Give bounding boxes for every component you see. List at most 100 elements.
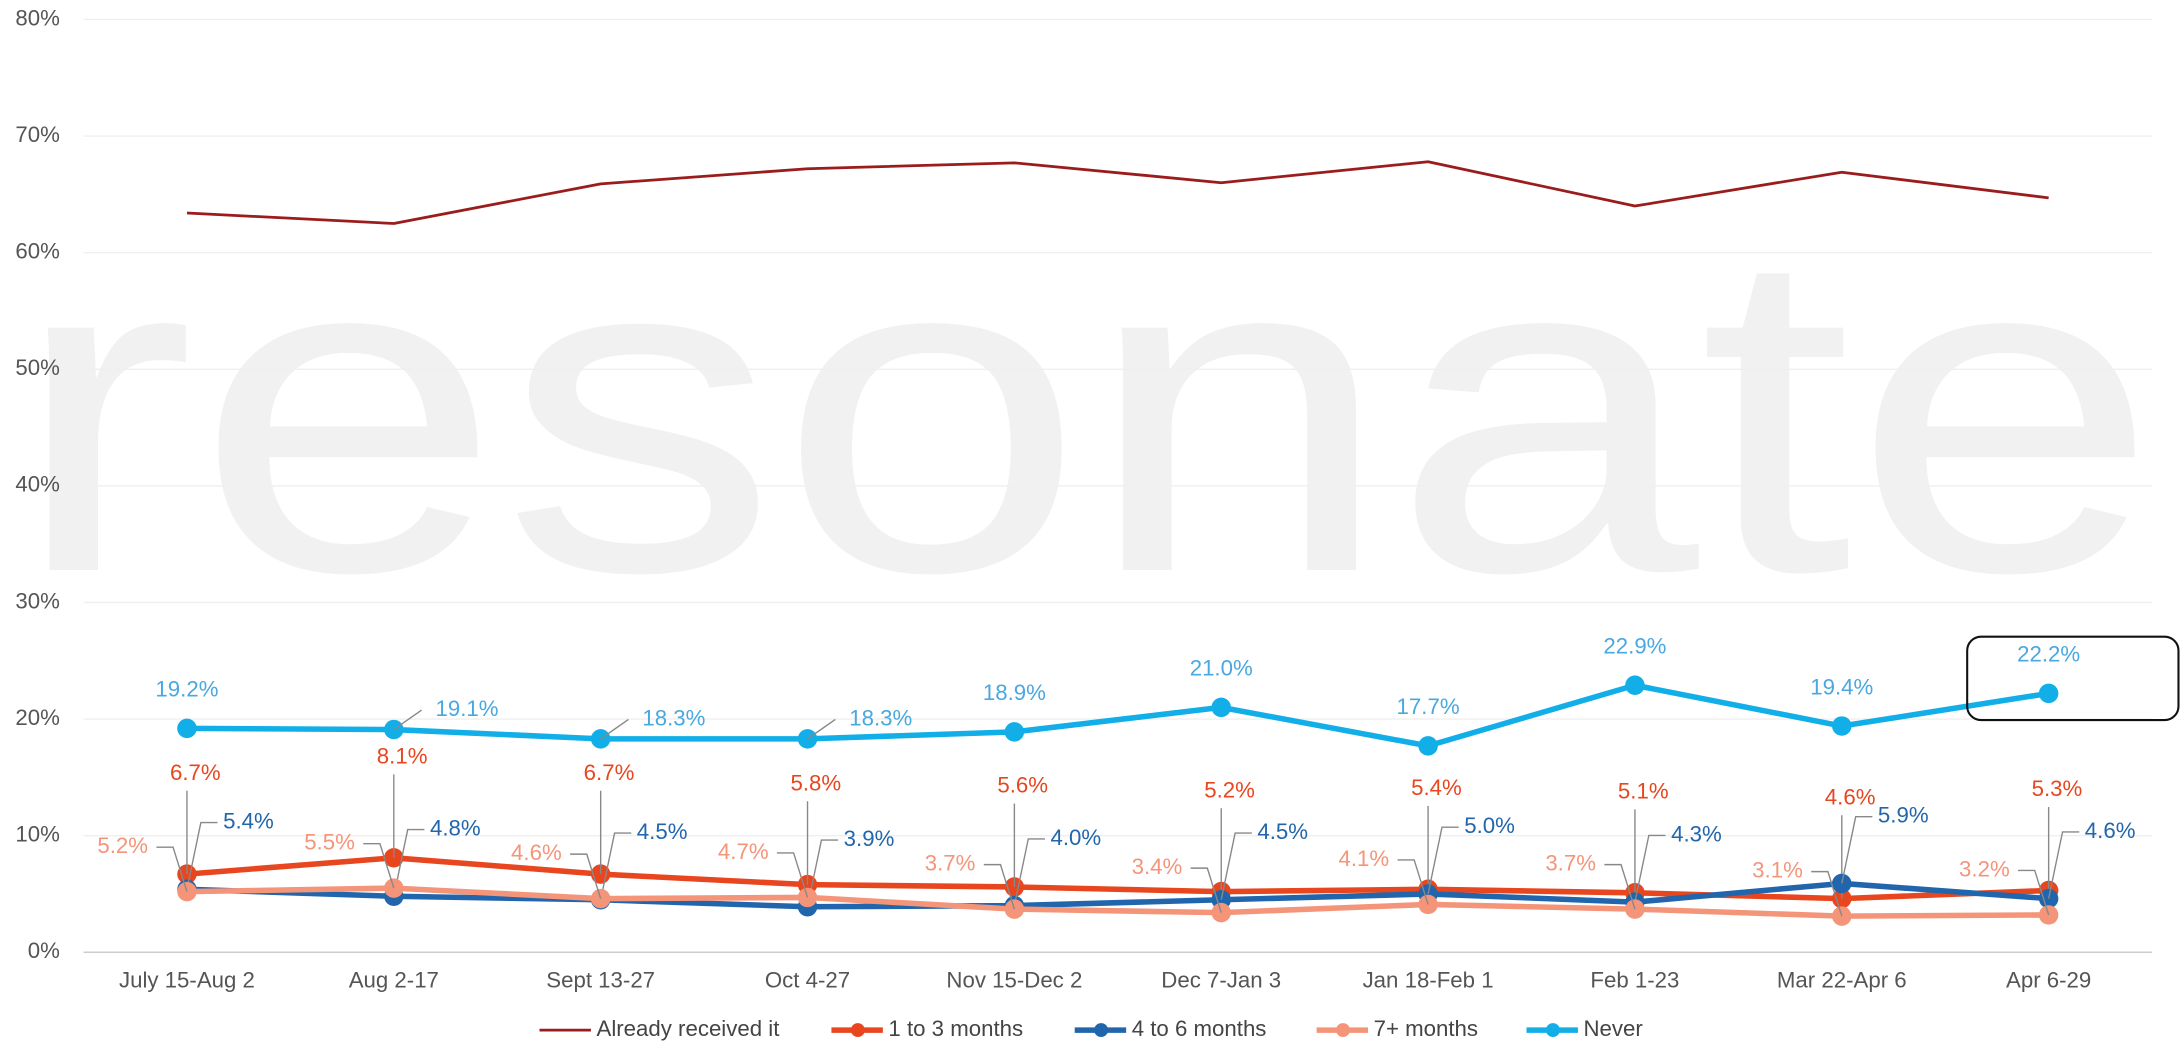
legend-marker [850, 1023, 865, 1038]
value-label: 4.7% [718, 839, 769, 864]
x-tick-label: Dec 7-Jan 3 [1161, 967, 1281, 992]
point [1832, 716, 1852, 736]
leader-line [600, 718, 629, 740]
leader-line [363, 842, 395, 889]
leader-line [570, 853, 602, 899]
value-label: 19.2% [155, 677, 218, 702]
x-tick-label: Apr 6-29 [2006, 967, 2091, 992]
leader-line [186, 821, 218, 890]
value-label: 3.7% [1545, 850, 1596, 875]
y-tick-label: 0% [28, 938, 60, 963]
value-label: 21.0% [1190, 656, 1253, 681]
value-label: 22.9% [1603, 634, 1666, 659]
x-tick-label: Aug 2-17 [349, 967, 439, 992]
highlight-box [1966, 635, 2180, 722]
value-label: 5.3% [2032, 776, 2083, 801]
leader-line [1397, 859, 1429, 905]
legend-marker [1336, 1023, 1350, 1038]
value-label: 5.5% [304, 830, 355, 855]
leader-line [1811, 870, 1843, 917]
watermark: resonate [11, 156, 2159, 668]
value-label: 22.2% [2017, 642, 2080, 667]
y-tick-label: 30% [15, 588, 60, 613]
value-label: 6.7% [584, 760, 635, 785]
legend-label: 7+ months [1374, 1016, 1478, 1041]
value-label: 4.3% [1671, 821, 1722, 846]
value-label: 4.5% [1257, 819, 1308, 844]
value-label: 5.4% [1411, 775, 1462, 800]
series-line [186, 855, 2049, 902]
value-label: 5.2% [1204, 777, 1255, 802]
x-tick-label: Mar 22-Apr 6 [1777, 967, 1907, 992]
x-tick-label: July 15-Aug 2 [119, 967, 255, 992]
value-label: 17.7% [1397, 694, 1460, 719]
series-line [186, 880, 2049, 910]
leader-line [1013, 838, 1045, 906]
value-label: 4.5% [637, 819, 688, 844]
leader-line [776, 852, 809, 898]
x-tick-label: Nov 15-Dec 2 [946, 967, 1082, 992]
value-label: 5.9% [1878, 803, 1929, 828]
value-label: 18.3% [642, 705, 705, 730]
leader-line [1841, 816, 1873, 884]
value-label: 4.6% [2085, 818, 2136, 843]
leader-line [806, 839, 839, 907]
value-label: 8.1% [377, 744, 428, 769]
value-label: 6.7% [170, 760, 221, 785]
series-line [186, 160, 2049, 225]
leader-line [1190, 867, 1222, 913]
value-label: 18.3% [849, 705, 912, 730]
leader-line [2047, 831, 2080, 899]
series-line [186, 682, 2050, 749]
value-label: 4.6% [511, 840, 562, 865]
value-label: 3.4% [1132, 854, 1183, 879]
leader-line [393, 828, 425, 897]
value-label: 19.1% [436, 696, 499, 721]
value-label: 3.7% [925, 850, 976, 875]
y-tick-label: 60% [15, 239, 60, 264]
value-label: 5.8% [791, 770, 842, 795]
leader-line [1604, 863, 1636, 910]
value-label: 5.4% [223, 808, 274, 833]
y-tick-label: 10% [15, 822, 60, 847]
leader-line [1427, 826, 1459, 895]
legend-label: 1 to 3 months [888, 1016, 1023, 1041]
value-label: 4.6% [1825, 784, 1876, 809]
point [1004, 722, 1025, 742]
legend-marker [1094, 1023, 1109, 1038]
leader-line [599, 832, 632, 900]
value-label: 18.9% [983, 680, 1046, 705]
y-tick-label: 50% [15, 355, 60, 380]
legend-marker [1545, 1023, 1560, 1038]
leader-line [983, 863, 1016, 910]
value-label: 4.0% [1051, 825, 1102, 850]
series-line [186, 885, 2049, 919]
value-label: 3.2% [1959, 856, 2010, 881]
leader-line [1220, 832, 1252, 900]
x-tick-label: Feb 1-23 [1590, 967, 1679, 992]
value-label: 3.9% [844, 826, 895, 851]
point [2038, 683, 2059, 704]
x-tick-label: Jan 18-Feb 1 [1363, 967, 1494, 992]
value-label: 5.6% [997, 773, 1048, 798]
y-tick-label: 40% [15, 472, 60, 497]
leader-line [2018, 869, 2050, 916]
leader-line [807, 718, 836, 740]
leader-line [393, 709, 423, 731]
point [177, 718, 197, 739]
value-label: 3.1% [1752, 857, 1803, 882]
value-label: 4.8% [430, 815, 481, 840]
leader-line [156, 846, 188, 892]
y-tick-label: 70% [15, 122, 60, 147]
value-label: 19.4% [1810, 674, 1873, 699]
legend-label: Never [1584, 1016, 1644, 1041]
x-tick-label: Oct 4-27 [765, 967, 850, 992]
x-tick-label: Sept 13-27 [546, 967, 655, 992]
value-label: 5.0% [1464, 813, 1515, 838]
value-label: 5.1% [1618, 779, 1669, 804]
y-tick-label: 20% [15, 705, 60, 730]
legend-label: Already received it [596, 1016, 780, 1041]
legend-label: 4 to 6 months [1132, 1016, 1267, 1041]
